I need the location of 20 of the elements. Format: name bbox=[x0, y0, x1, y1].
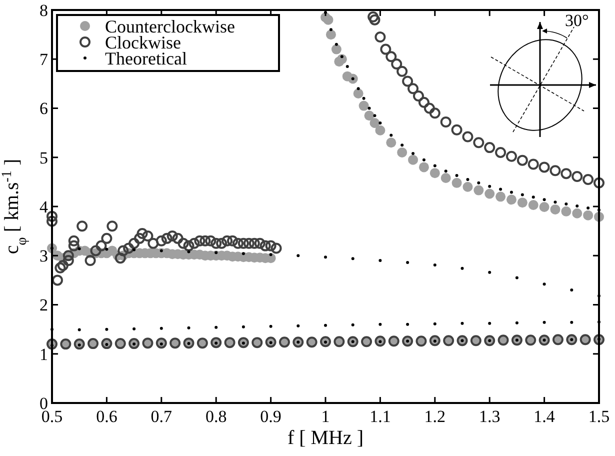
y-tick-label: 8 bbox=[40, 0, 48, 20]
x-tick-label: 1 bbox=[321, 407, 330, 426]
annotation: 30° bbox=[565, 11, 589, 30]
y-tick-label: 2 bbox=[40, 296, 48, 315]
y-tick-label: 6 bbox=[40, 99, 48, 118]
x-tick-label: 0.8 bbox=[205, 407, 227, 426]
x-tick-label: 1.4 bbox=[534, 407, 556, 426]
y-tick-label: 7 bbox=[40, 50, 48, 70]
x-tick-label: 0.6 bbox=[96, 407, 118, 426]
y-tick-label: 4 bbox=[40, 197, 48, 216]
y-tick-label: 5 bbox=[40, 148, 48, 168]
y-tick-label: 1 bbox=[40, 344, 48, 364]
x-tick-label: 1.1 bbox=[370, 407, 391, 426]
x-tick-label: 0.9 bbox=[260, 407, 282, 426]
x-tick-label: 1.2 bbox=[424, 407, 446, 426]
x-axis-title: f [ MHz ] bbox=[287, 427, 364, 449]
x-tick-label: 1.3 bbox=[478, 407, 500, 426]
y-tick-label: 3 bbox=[40, 246, 48, 266]
x-tick-label: 0.7 bbox=[150, 407, 173, 426]
x-tick-label: 1.5 bbox=[588, 407, 610, 426]
